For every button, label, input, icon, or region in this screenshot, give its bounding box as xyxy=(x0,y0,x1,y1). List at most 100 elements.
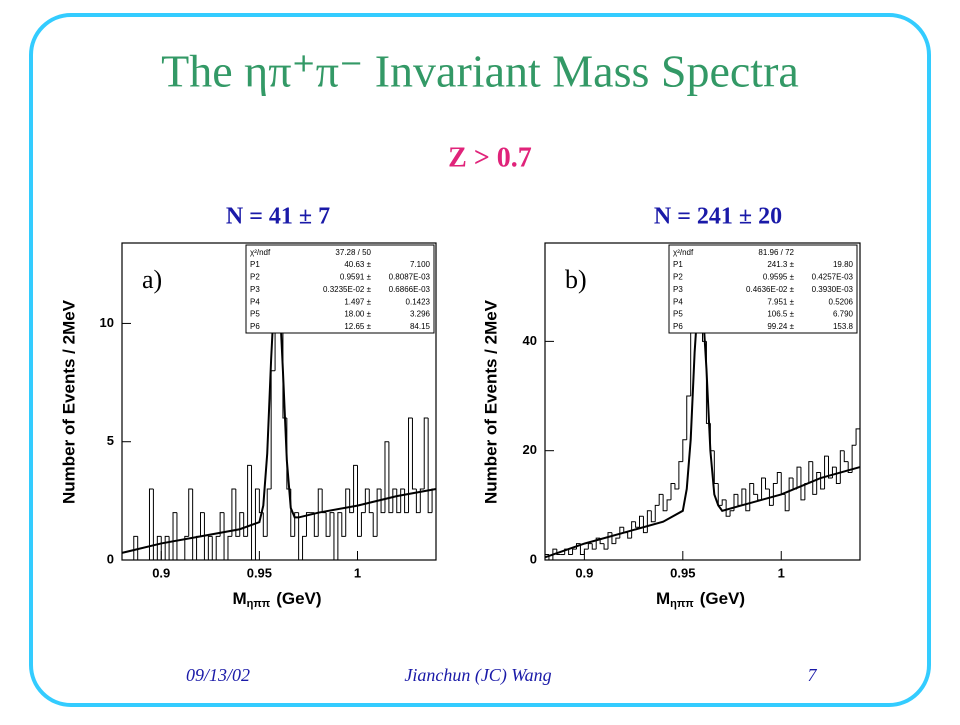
histogram-bin xyxy=(631,521,636,539)
y-tick-label: 0 xyxy=(530,551,537,566)
histogram-bin xyxy=(847,461,853,474)
histogram-bin xyxy=(176,512,181,561)
histogram-bin xyxy=(583,548,589,555)
stats-box xyxy=(668,244,858,334)
histogram-bin xyxy=(737,494,742,506)
stats-param-name: P5 xyxy=(673,310,683,319)
histogram-bin xyxy=(219,512,225,537)
histogram-bin xyxy=(851,444,857,473)
histogram-bin xyxy=(388,441,393,514)
histogram-bin xyxy=(741,488,746,506)
histogram-bin xyxy=(294,512,299,537)
stats-param-value: 1.497 ± xyxy=(344,297,371,306)
histogram-bin xyxy=(188,488,193,537)
stats-param-error: 0.3930E-03 xyxy=(812,285,854,294)
histogram-bin xyxy=(666,499,671,511)
histogram-bin xyxy=(820,472,825,490)
histogram-bin xyxy=(607,532,612,550)
histogram-bin xyxy=(317,488,323,537)
histogram-bin xyxy=(357,465,362,537)
histogram-bin xyxy=(556,549,561,556)
x-axis-label: Mηππ (GeV) xyxy=(656,589,745,609)
histogram-bin xyxy=(368,489,374,514)
stats-param-value: 12.65 ± xyxy=(344,322,371,331)
histogram-bin xyxy=(729,510,734,517)
stats-param-value: 0.9591 ± xyxy=(340,273,372,282)
histogram-bin xyxy=(654,504,660,522)
stats-param-error: 0.6866E-03 xyxy=(389,285,431,294)
histogram-bin xyxy=(765,478,770,490)
histogram-bin xyxy=(337,512,342,560)
panel-header: N = 241 ± 20 xyxy=(654,204,782,230)
histogram-bin xyxy=(768,488,774,506)
histogram-bin xyxy=(302,535,307,560)
histogram-bin xyxy=(780,472,786,495)
histogram-bin xyxy=(133,535,138,560)
footer-page: 7 xyxy=(808,665,818,685)
histogram-bin xyxy=(298,512,303,561)
histogram-bin xyxy=(411,418,417,490)
histogram-bin xyxy=(678,461,683,489)
y-tick-label: 5 xyxy=(107,433,114,448)
stats-param-name: P2 xyxy=(250,273,260,282)
stats-param-error: 0.1423 xyxy=(406,297,431,306)
histogram-bin xyxy=(427,418,433,514)
histogram-bin xyxy=(360,512,366,537)
histogram-bin xyxy=(824,455,829,489)
histogram-bin xyxy=(196,535,201,560)
histogram-bin xyxy=(745,488,750,512)
stats-box xyxy=(245,244,435,334)
plot-frame xyxy=(121,242,437,561)
stats-param-value: 40.63 ± xyxy=(344,260,371,269)
stats-param-name: P3 xyxy=(673,285,683,294)
histogram-bin xyxy=(262,512,268,537)
histogram-bin xyxy=(796,466,801,489)
histogram-bin xyxy=(211,536,217,561)
histogram-bin xyxy=(384,441,389,513)
histogram-bin xyxy=(839,450,845,484)
histogram-bin xyxy=(835,467,841,484)
histogram-bin xyxy=(329,512,334,537)
x-axis-label-part: ηππ xyxy=(670,598,694,610)
histogram-bin xyxy=(615,537,620,544)
stats-param-value: 0.4636E-02 ± xyxy=(746,285,795,294)
histogram-bin xyxy=(639,515,644,528)
histogram-bin xyxy=(713,450,719,484)
y-tick-label: 10 xyxy=(100,315,114,330)
histogram-bin xyxy=(325,512,331,537)
histogram-bin xyxy=(568,549,573,556)
stats-param-error: 84.15 xyxy=(410,322,431,331)
histogram-bin xyxy=(635,521,640,528)
histogram-bin xyxy=(753,483,758,495)
x-tick-label: 0.9 xyxy=(152,565,170,580)
histogram-bin xyxy=(572,548,577,555)
histogram-bin xyxy=(247,464,252,537)
histogram-bin xyxy=(761,477,766,500)
x-axis-label-part: ηππ xyxy=(247,598,271,610)
stats-param-name: P1 xyxy=(250,260,260,269)
histogram-bin xyxy=(788,477,794,511)
histogram-bin xyxy=(725,499,731,517)
stats-param-name: P1 xyxy=(673,260,683,269)
stats-param-name: P5 xyxy=(250,310,260,319)
histogram-bin xyxy=(784,494,790,512)
stats-param-value: 99.24 ± xyxy=(767,322,794,331)
histogram-bin xyxy=(239,512,244,537)
histogram-bin xyxy=(717,483,723,506)
histogram-bin xyxy=(341,512,346,537)
histogram-bin xyxy=(184,535,189,560)
histogram-bin xyxy=(686,395,691,440)
stats-param-error: 0.8087E-03 xyxy=(389,273,431,282)
histogram-bin xyxy=(591,543,597,550)
stats-param-name: P3 xyxy=(250,285,260,294)
y-axis-label: Number of Events / 2MeV xyxy=(481,299,500,504)
slide-title: The ηπ⁺π⁻ Invariant Mass Spectra xyxy=(161,46,799,97)
histogram-bin xyxy=(192,489,197,561)
stats-param-error: 19.80 xyxy=(833,260,854,269)
histogram-bin xyxy=(674,483,679,490)
histogram-bin xyxy=(160,536,166,561)
x-tick-label: 0.95 xyxy=(247,565,272,580)
histogram-bin xyxy=(380,489,385,514)
stats-param-name: P2 xyxy=(673,273,683,282)
